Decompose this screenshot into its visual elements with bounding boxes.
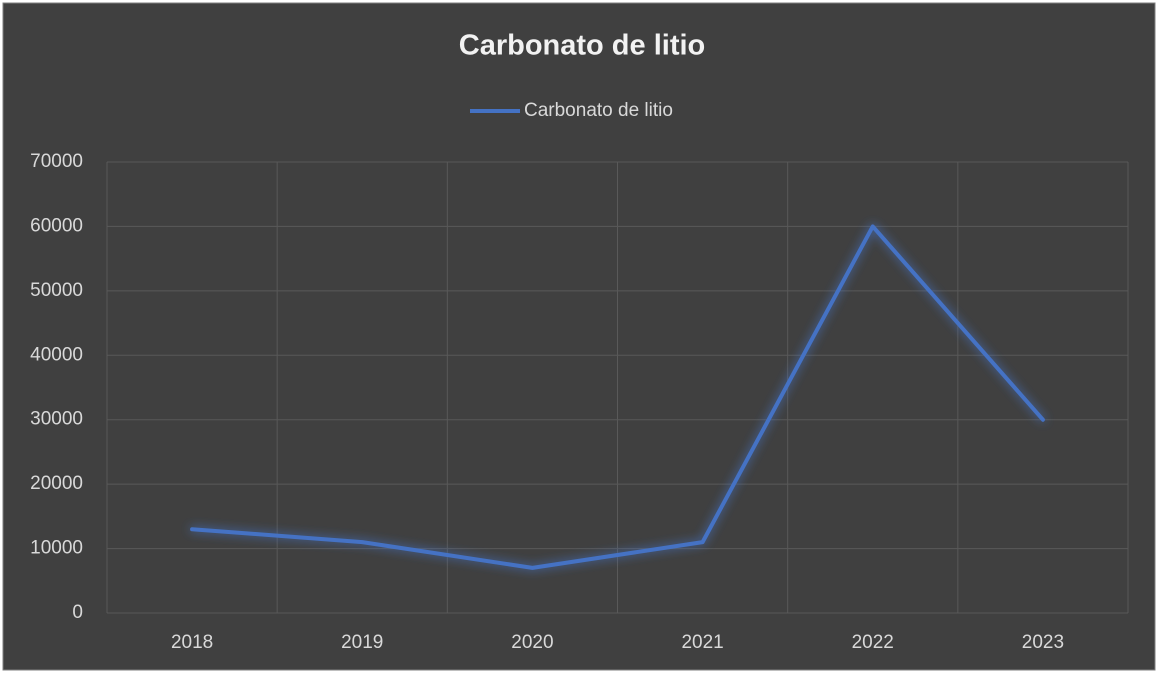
- y-tick-label: 70000: [30, 151, 83, 172]
- y-tick-label: 20000: [30, 473, 83, 494]
- y-tick-label: 10000: [30, 538, 83, 559]
- legend-label: Carbonato de litio: [524, 100, 673, 121]
- y-tick-label: 30000: [30, 409, 83, 430]
- y-tick-label: 50000: [30, 280, 83, 301]
- x-tick-label: 2022: [852, 632, 894, 653]
- x-tick-label: 2018: [171, 632, 213, 653]
- data-line: [190, 224, 1045, 570]
- y-tick-label: 60000: [30, 215, 83, 236]
- x-tick-label: 2019: [341, 632, 383, 653]
- y-tick-label: 0: [72, 602, 83, 623]
- x-tick-label: 2023: [1022, 632, 1064, 653]
- y-tick-label: 40000: [30, 344, 83, 365]
- x-tick-label: 2020: [511, 632, 553, 653]
- x-tick-label: 2021: [681, 632, 723, 653]
- chart-title: Carbonato de litio: [459, 30, 706, 62]
